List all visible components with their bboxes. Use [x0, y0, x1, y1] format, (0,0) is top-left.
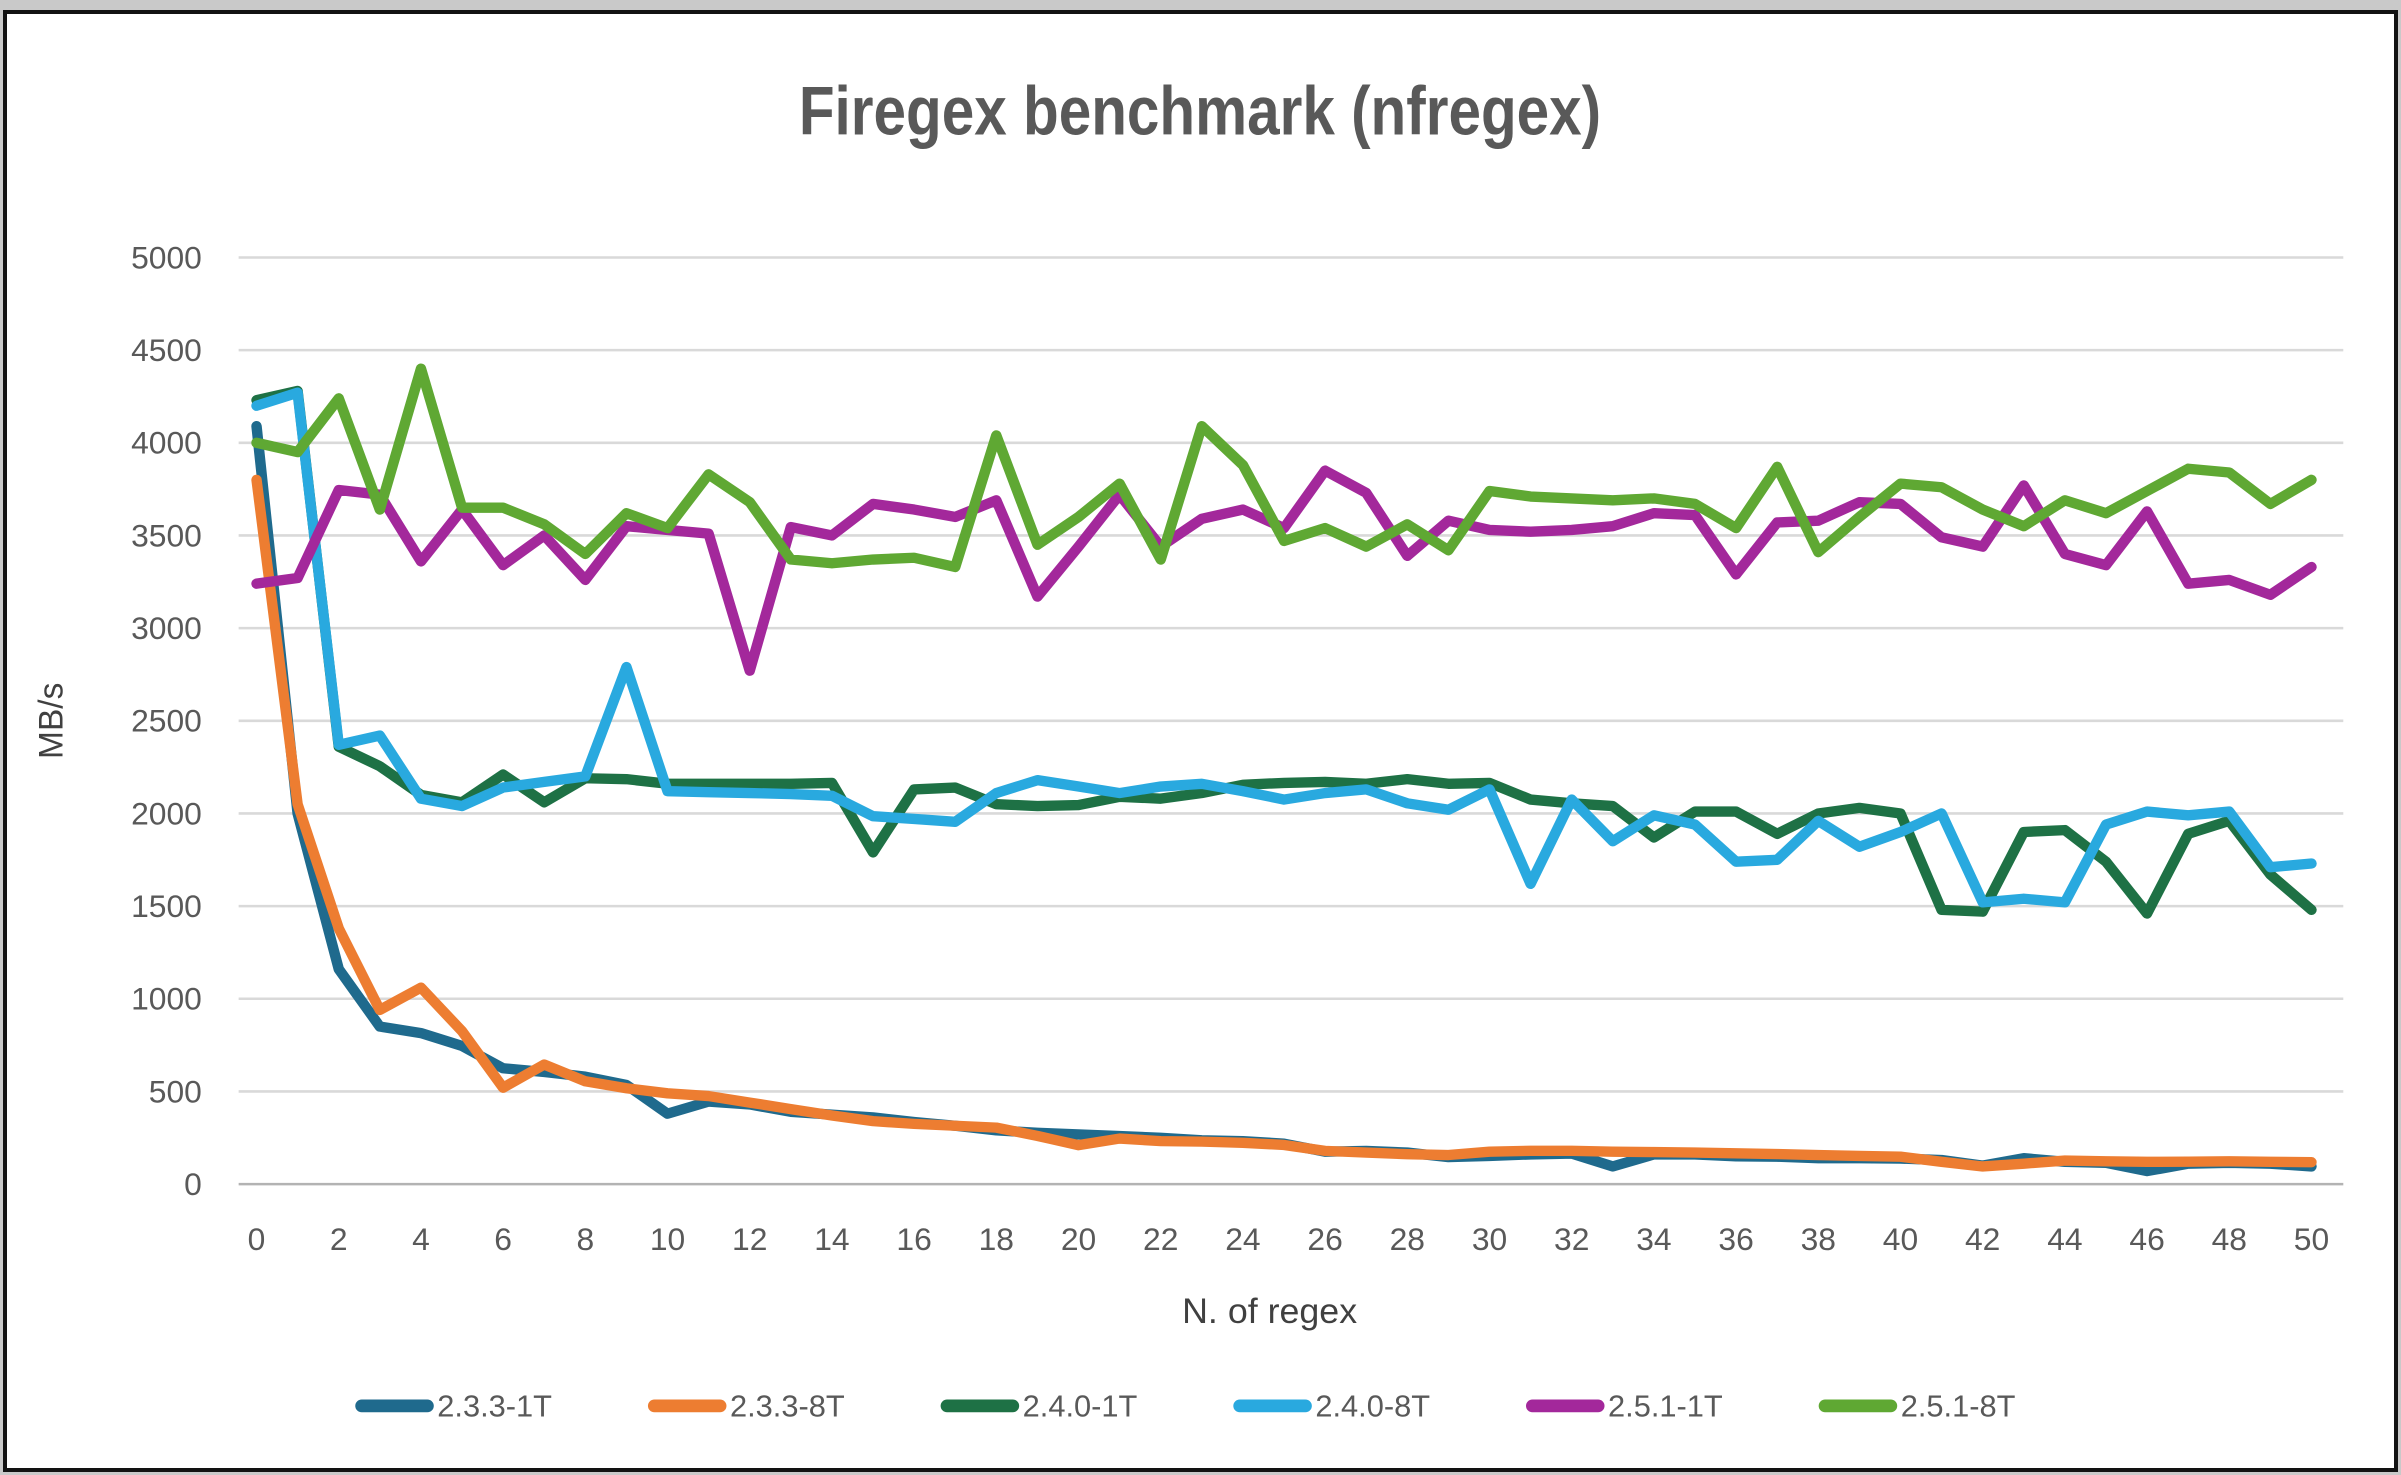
- legend-label: 2.3.3-1T: [437, 1389, 552, 1424]
- x-tick-label: 38: [1801, 1221, 1836, 1257]
- y-tick-label: 4500: [131, 332, 202, 368]
- y-tick-label: 0: [184, 1166, 202, 1202]
- y-tick-label: 4000: [131, 425, 202, 461]
- tick-layer: 0500100015002000250030003500400045005000…: [131, 239, 2329, 1257]
- x-tick-label: 10: [650, 1221, 685, 1257]
- series-line-2.4.0-1T: [251, 385, 2317, 919]
- x-tick-label: 4: [412, 1221, 430, 1257]
- x-tick-label: 46: [2129, 1221, 2164, 1257]
- x-tick-label: 8: [576, 1221, 594, 1257]
- legend-item: 2.4.0-1T: [940, 1389, 1138, 1424]
- x-tick-label: 24: [1225, 1221, 1260, 1257]
- x-axis-title: N. of regex: [1182, 1291, 1357, 1331]
- chart-title: Firegex benchmark (nfregex): [799, 72, 1601, 150]
- x-tick-label: 22: [1143, 1221, 1178, 1257]
- legend-label: 2.5.1-1T: [1608, 1389, 1723, 1424]
- x-tick-label: 14: [814, 1221, 849, 1257]
- legend-label: 2.3.3-8T: [730, 1389, 845, 1424]
- x-tick-label: 44: [2047, 1221, 2082, 1257]
- x-tick-label: 28: [1390, 1221, 1425, 1257]
- x-tick-label: 16: [896, 1221, 931, 1257]
- chart-title-group: Firegex benchmark (nfregex): [799, 72, 1601, 150]
- legend-item: 2.5.1-1T: [1525, 1389, 1723, 1424]
- legend-item: 2.4.0-8T: [1233, 1389, 1430, 1424]
- y-tick-label: 2500: [131, 703, 202, 739]
- legend-item: 2.3.3-1T: [355, 1389, 552, 1424]
- series-line-2.3.3-8T: [251, 474, 2317, 1172]
- x-tick-label: 6: [494, 1221, 512, 1257]
- y-tick-label: 1000: [131, 981, 202, 1017]
- x-tick-label: 50: [2294, 1221, 2329, 1257]
- x-tick-label: 36: [1718, 1221, 1753, 1257]
- chart-legend: 2.3.3-1T 2.3.3-8T 2.4.0-1T 2.4.0-8T 2.5.1-1T…: [355, 1389, 2016, 1424]
- x-tick-label: 26: [1307, 1221, 1342, 1257]
- series-line-2.5.1-1T: [251, 465, 2317, 676]
- series-line-2.4.0-8T: [251, 387, 2317, 908]
- y-axis-title: MB/s: [34, 683, 71, 759]
- series-layer: [251, 363, 2317, 1177]
- y-tick-label: 3000: [131, 610, 202, 646]
- legend-label: 2.5.1-8T: [1901, 1389, 2016, 1424]
- x-tick-label: 34: [1636, 1221, 1671, 1257]
- x-tick-label: 32: [1554, 1221, 1589, 1257]
- x-tick-label: 2: [330, 1221, 348, 1257]
- x-tick-label: 20: [1061, 1221, 1096, 1257]
- grid-layer: [238, 256, 2344, 1186]
- legend-label: 2.4.0-1T: [1023, 1389, 1138, 1424]
- x-tick-label: 30: [1472, 1221, 1507, 1257]
- line-chart: Firegex benchmark (nfregex) MB/s N. of r…: [34, 72, 2344, 1424]
- legend-item: 2.5.1-8T: [1818, 1389, 2016, 1424]
- x-tick-label: 42: [1965, 1221, 2000, 1257]
- x-tick-label: 12: [732, 1221, 767, 1257]
- y-tick-label: 3500: [131, 517, 202, 553]
- y-tick-label: 1500: [131, 888, 202, 924]
- y-tick-label: 500: [149, 1073, 202, 1109]
- x-tick-label: 40: [1883, 1221, 1918, 1257]
- x-tick-label: 48: [2212, 1221, 2247, 1257]
- legend-label: 2.4.0-8T: [1315, 1389, 1430, 1424]
- series-line-2.5.1-8T: [251, 363, 2317, 573]
- legend-item: 2.3.3-8T: [647, 1389, 845, 1424]
- x-tick-label: 18: [979, 1221, 1014, 1257]
- chart-frame: Firegex benchmark (nfregex) MB/s N. of r…: [3, 10, 2398, 1472]
- y-tick-label: 5000: [131, 239, 202, 275]
- y-tick-label: 2000: [131, 795, 202, 831]
- x-tick-label: 0: [248, 1221, 266, 1257]
